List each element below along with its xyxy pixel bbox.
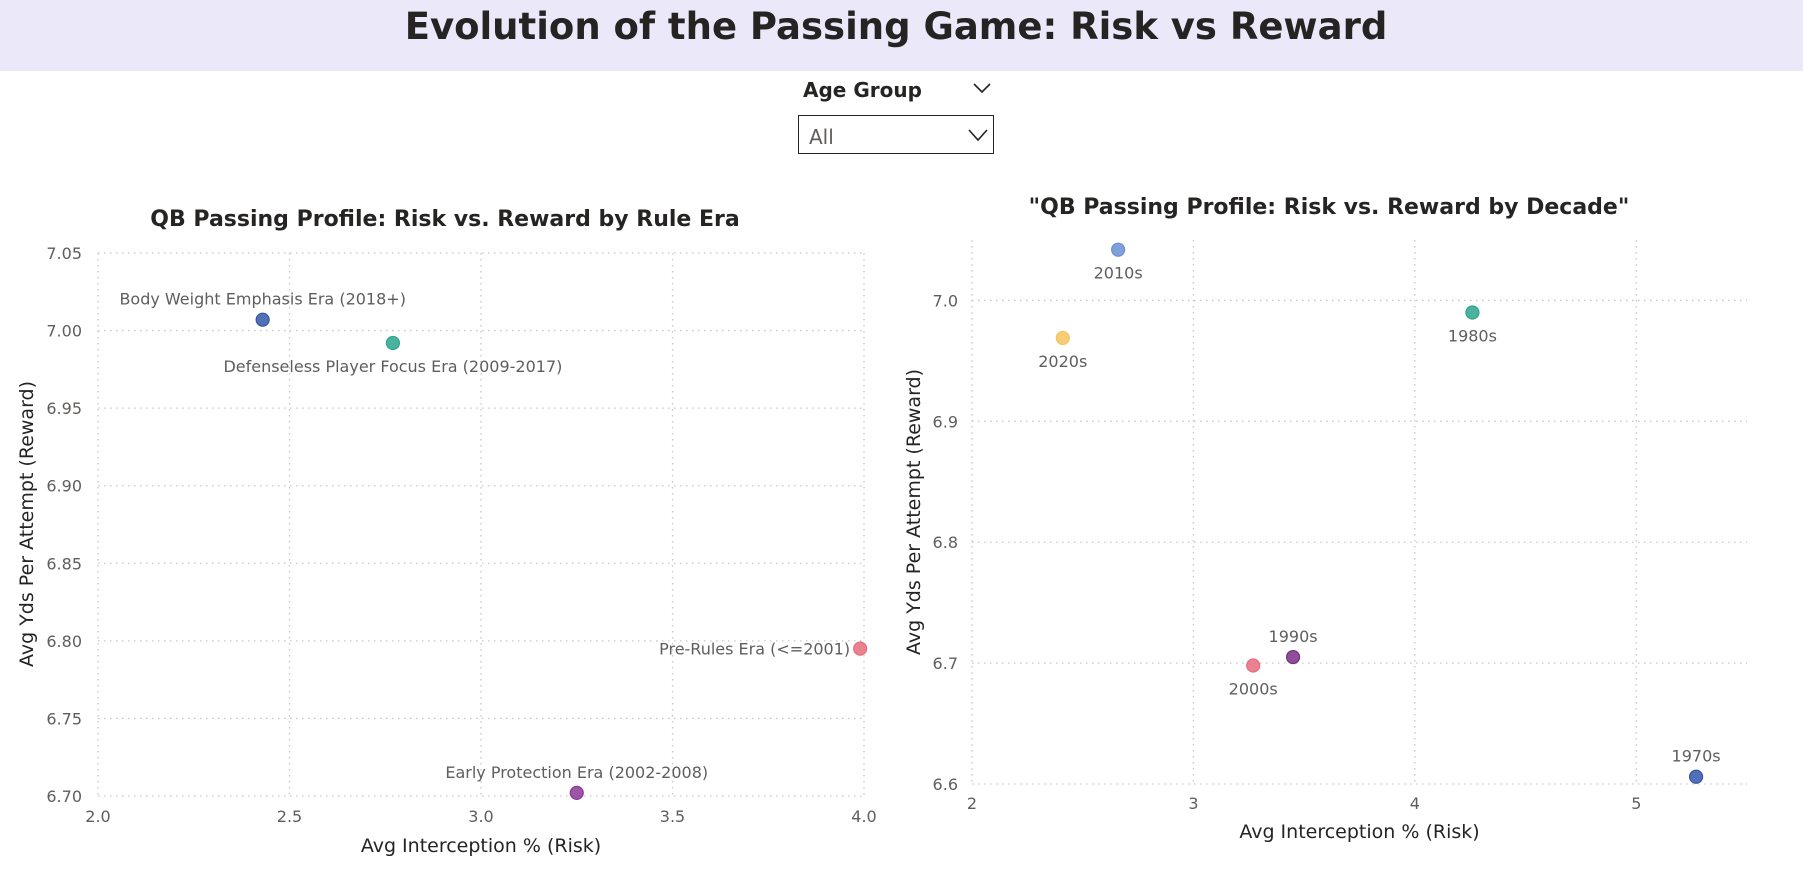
x-tick-label: 4.0: [851, 807, 876, 826]
scatter-point[interactable]: [255, 312, 270, 327]
scatter-point[interactable]: [385, 335, 401, 351]
scatter-point[interactable]: [569, 785, 584, 800]
chevron-down-icon: [968, 129, 988, 142]
chart-title: QB Passing Profile: Risk vs. Reward by R…: [150, 207, 739, 232]
point-label: 2000s: [1229, 680, 1278, 699]
y-axis-title: Avg Yds Per Attempt (Reward): [16, 381, 38, 667]
point-label: 2010s: [1094, 264, 1143, 283]
point-label: Early Protection Era (2002-2008): [445, 763, 708, 782]
y-tick-label: 7.0: [933, 291, 958, 310]
chevron-down-icon[interactable]: [972, 80, 992, 96]
scatter-point[interactable]: [1688, 769, 1704, 784]
age-group-selected-value: All: [809, 125, 834, 149]
point-label: Pre-Rules Era (<=2001): [659, 640, 850, 659]
x-axis-title: Avg Interception % (Risk): [361, 835, 601, 857]
x-tick-label: 3: [1188, 794, 1198, 813]
chart-decade: "QB Passing Profile: Risk vs. Reward by …: [903, 195, 1747, 843]
y-tick-label: 6.9: [933, 412, 958, 431]
point-label: Body Weight Emphasis Era (2018+): [119, 290, 406, 309]
x-tick-label: 5: [1631, 794, 1641, 813]
x-tick-label: 3.5: [660, 807, 685, 826]
point-label: 1990s: [1269, 627, 1318, 646]
point-label: 1970s: [1672, 747, 1721, 766]
x-tick-label: 4: [1410, 794, 1420, 813]
age-group-slicer: Age Group All: [798, 78, 998, 154]
y-tick-label: 6.90: [46, 477, 82, 496]
y-tick-label: 6.70: [46, 787, 82, 806]
y-tick-label: 6.95: [46, 399, 82, 418]
x-tick-label: 2: [967, 794, 977, 813]
x-axis-title: Avg Interception % (Risk): [1239, 821, 1479, 843]
y-tick-label: 6.80: [46, 632, 82, 651]
chart-title: "QB Passing Profile: Risk vs. Reward by …: [1029, 195, 1630, 220]
scatter-point[interactable]: [853, 641, 868, 656]
scatter-point[interactable]: [1111, 242, 1126, 257]
point-label: 2020s: [1038, 352, 1087, 371]
age-group-dropdown[interactable]: All: [798, 115, 994, 154]
y-tick-label: 6.85: [46, 554, 82, 573]
title-bar: Evolution of the Passing Game: Risk vs R…: [0, 0, 1803, 71]
y-tick-label: 7.00: [46, 322, 82, 341]
scatter-point[interactable]: [1055, 330, 1070, 346]
y-tick-label: 6.8: [933, 533, 958, 552]
y-axis-title: Avg Yds Per Attempt (Reward): [903, 369, 925, 655]
chart-rule-era: QB Passing Profile: Risk vs. Reward by R…: [16, 207, 877, 857]
point-label: 1980s: [1448, 327, 1497, 346]
y-tick-label: 7.05: [46, 244, 82, 263]
scatter-point[interactable]: [1465, 305, 1480, 320]
scatter-point[interactable]: [1285, 649, 1301, 665]
page-title: Evolution of the Passing Game: Risk vs R…: [404, 5, 1388, 48]
y-tick-label: 6.75: [46, 709, 82, 728]
x-tick-label: 3.0: [468, 807, 493, 826]
slicer-title: Age Group: [803, 78, 922, 102]
x-tick-label: 2.0: [85, 807, 110, 826]
y-tick-label: 6.6: [933, 775, 958, 794]
scatter-point[interactable]: [1246, 658, 1261, 673]
slicer-header: Age Group: [798, 78, 998, 108]
x-tick-label: 2.5: [277, 807, 302, 826]
y-tick-label: 6.7: [933, 654, 958, 673]
point-label: Defenseless Player Focus Era (2009-2017): [223, 357, 562, 376]
